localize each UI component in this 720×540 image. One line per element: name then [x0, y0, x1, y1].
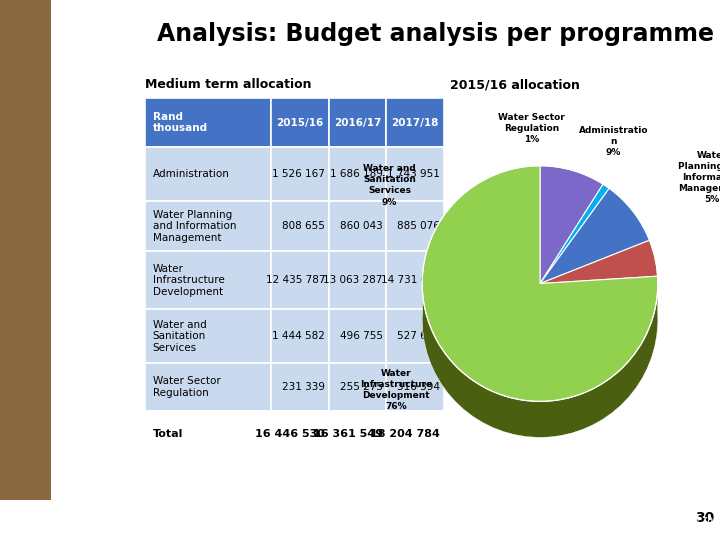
Text: Administratio
n
9%: Administratio n 9% — [579, 126, 649, 157]
Wedge shape — [540, 166, 603, 284]
Text: 496 755: 496 755 — [340, 332, 382, 341]
Text: 30: 30 — [695, 511, 714, 525]
Wedge shape — [540, 188, 649, 284]
Bar — [145, 309, 271, 363]
Wedge shape — [422, 166, 658, 401]
Text: 1 526 167: 1 526 167 — [272, 170, 325, 179]
Text: Water and
Sanitation
Services: Water and Sanitation Services — [153, 320, 206, 353]
Bar — [386, 363, 444, 411]
Bar — [0, 0, 50, 500]
Text: Administration: Administration — [153, 170, 230, 179]
Bar — [145, 251, 271, 309]
Bar — [328, 147, 386, 201]
Bar — [386, 147, 444, 201]
Text: 231 339: 231 339 — [282, 382, 325, 392]
Bar — [271, 98, 328, 147]
Text: 1 686 189: 1 686 189 — [330, 170, 382, 179]
Text: Water
Infrastructure
Development: Water Infrastructure Development — [153, 264, 224, 297]
Bar — [386, 411, 444, 456]
Polygon shape — [423, 288, 658, 437]
Text: Water Sector
Regulation
1%: Water Sector Regulation 1% — [498, 112, 565, 144]
Ellipse shape — [422, 275, 658, 364]
Text: WATER IS LIFE - SANITATION IS DIGNITY: WATER IS LIFE - SANITATION IS DIGNITY — [150, 515, 397, 525]
Text: 2016/17: 2016/17 — [333, 118, 381, 127]
Bar — [328, 363, 386, 411]
Bar — [271, 411, 328, 456]
Text: Water Sector
Regulation: Water Sector Regulation — [153, 376, 220, 398]
Text: 316 394: 316 394 — [397, 382, 440, 392]
Bar — [328, 309, 386, 363]
Text: 860 043: 860 043 — [340, 221, 382, 231]
Text: 255 275: 255 275 — [340, 382, 382, 392]
Bar — [328, 411, 386, 456]
Bar — [386, 98, 444, 147]
Text: Medium term allocation: Medium term allocation — [145, 78, 312, 91]
Bar — [386, 201, 444, 251]
Text: 1 743 951: 1 743 951 — [387, 170, 440, 179]
Text: Rand
thousand: Rand thousand — [153, 112, 207, 133]
Wedge shape — [540, 240, 657, 284]
Bar — [271, 309, 328, 363]
Bar — [271, 363, 328, 411]
Bar — [145, 147, 271, 201]
Bar — [386, 309, 444, 363]
Text: 2015/16: 2015/16 — [276, 118, 323, 127]
Text: Water
Infrastructure
Development
76%: Water Infrastructure Development 76% — [360, 369, 432, 411]
Bar — [271, 251, 328, 309]
Text: 2017/18: 2017/18 — [391, 118, 438, 127]
Text: 12 435 787: 12 435 787 — [266, 275, 325, 285]
Bar — [271, 201, 328, 251]
Text: 808 655: 808 655 — [282, 221, 325, 231]
Bar — [145, 98, 271, 147]
Text: 13 063 287: 13 063 287 — [323, 275, 382, 285]
Text: 527 673: 527 673 — [397, 332, 440, 341]
Bar — [328, 251, 386, 309]
Text: 18 204 784: 18 204 784 — [370, 429, 440, 438]
Text: 885 076: 885 076 — [397, 221, 440, 231]
Text: Water Planning
and Information
Management: Water Planning and Information Managemen… — [153, 210, 236, 243]
Text: Water
Planning and
Information
Management
5%: Water Planning and Information Managemen… — [678, 151, 720, 204]
Bar — [328, 201, 386, 251]
Text: 16 361 549: 16 361 549 — [312, 429, 382, 438]
Text: 2015/16 allocation: 2015/16 allocation — [450, 78, 580, 91]
Text: 16 446 530: 16 446 530 — [256, 429, 325, 438]
Text: www.dwa.gov.za: www.dwa.gov.za — [634, 515, 714, 525]
Text: Analysis: Budget analysis per programme: Analysis: Budget analysis per programme — [157, 22, 714, 46]
Text: 14 731 690: 14 731 690 — [381, 275, 440, 285]
Wedge shape — [540, 184, 609, 284]
Text: Total: Total — [153, 429, 183, 438]
Bar — [145, 363, 271, 411]
Bar — [145, 411, 271, 456]
Bar — [386, 251, 444, 309]
Text: Toll Free: 0800 200 200: Toll Free: 0800 200 200 — [518, 515, 632, 525]
Bar — [145, 201, 271, 251]
Text: 1 444 582: 1 444 582 — [272, 332, 325, 341]
Bar — [271, 147, 328, 201]
Text: Water and
Sanitation
Services
9%: Water and Sanitation Services 9% — [363, 164, 416, 206]
Bar — [328, 98, 386, 147]
